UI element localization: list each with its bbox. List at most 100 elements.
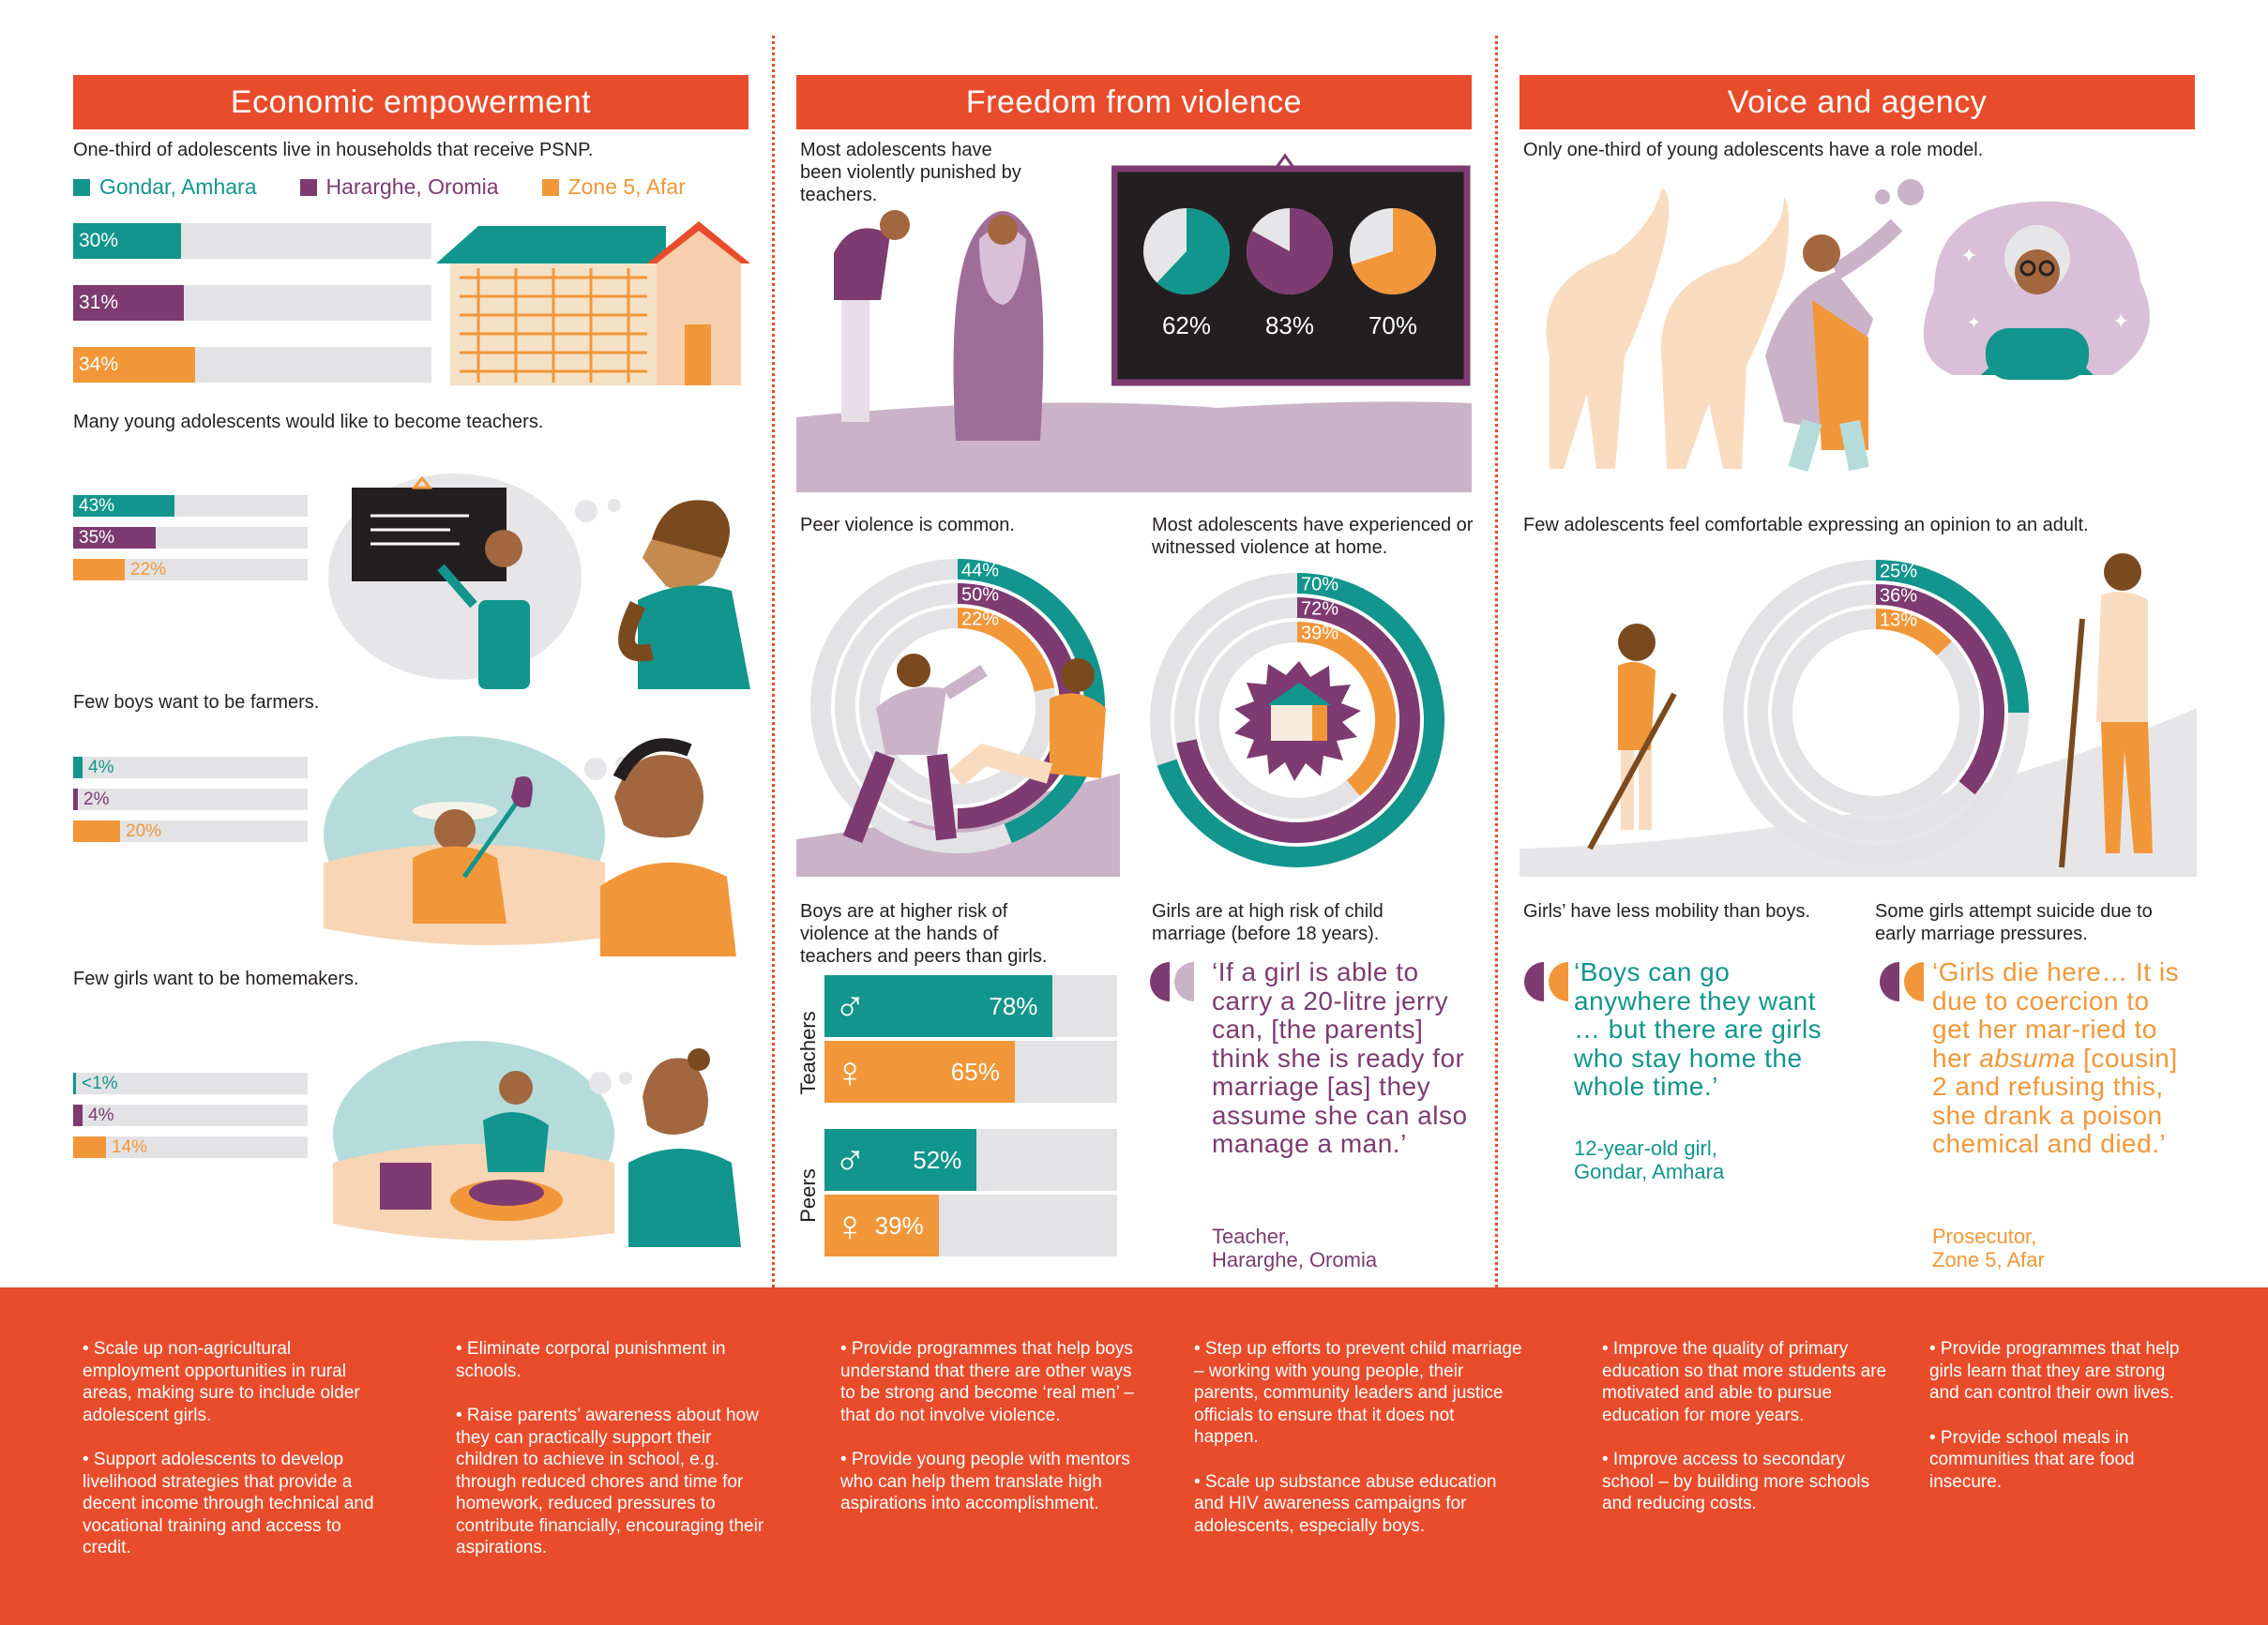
bar [824,975,1053,1037]
bar-track: 35% [73,527,308,549]
bar-value-label: 20% [126,820,162,841]
bar [824,1195,939,1256]
quote-attribution: Teacher, Hararghe, Oromia [1212,1225,1378,1271]
bar-value-label: 2% [83,789,110,809]
legend-item: Gondar, Amhara [73,174,257,200]
bar-track: 4% [73,757,308,778]
bar [73,495,174,517]
bar [73,757,83,778]
recommendation-column: • Eliminate corporal punishment in schoo… [456,1339,764,1557]
ring-arc [1875,609,1952,656]
bar-value-label: 4% [88,757,114,777]
bar [73,285,185,321]
ring-value-label: 39% [1301,624,1338,644]
child-marriage-caption: Girls are at high risk of child marriage… [1152,901,1383,944]
bar-track: 14% [73,1136,308,1158]
ring-arc [1296,622,1396,796]
quote-icon [1150,962,1194,1001]
psnp-bar-chart: 30% 31% 34% [73,223,431,384]
gender-risk-chart: Teachers Peers ♂ 78% ♀ 65% ♂ 52% ♀ 39% [796,975,1120,1256]
bar [73,789,78,810]
home-violence-caption: Most adolescents have experienced or wit… [1152,515,1474,558]
recommendation-column: • Provide programmes that help girls lea… [1929,1339,2180,1492]
teacher-punishment-caption: Most adolescents have been violently pun… [800,140,1021,205]
bar-value-label: 39% [874,1211,924,1240]
legend: Gondar, Amhara Hararghe, Oromia Zone 5, … [73,174,686,200]
section-header-violence: Freedom from violence [796,75,1472,129]
bar-value-label: 65% [950,1058,1000,1086]
bar-track: 22% [73,559,308,580]
bar-value-label: 35% [79,527,115,548]
bar-track: 2% [73,789,308,810]
opinion-ring-chart: 25% 36% 13% [1520,553,2197,877]
teachers-aspiration-bar-chart: 43% 35% 22% [73,495,308,580]
boy-with-stick-illustration [1587,624,1677,850]
bar-track: 30% [73,223,431,259]
column-divider [772,36,775,1287]
ring-value-label: 50% [961,585,999,606]
ring-value-label: 70% [1301,575,1338,595]
bar [73,527,156,549]
pie-value-label: 83% [1265,311,1314,339]
bar [824,1041,1015,1103]
recommendation-column: • Scale up non-agricultural employment o… [83,1339,374,1557]
home-violence-ring-chart: 70% 72% 39% [1150,573,1444,867]
farmers-bar-chart: 4% 2% 20% [73,757,308,842]
ring-arc [1157,573,1444,867]
recommendation-column: • Improve the quality of primary educati… [1602,1339,1887,1513]
gender-bars: ♂ 78% ♀ 65% ♂ 52% ♀ 39% [824,975,1117,1256]
bar [73,820,120,842]
bar [73,223,181,259]
female-symbol-icon: ♀ [834,1201,867,1250]
male-symbol-icon: ♂ [834,1136,867,1184]
bar-value-label: 52% [913,1146,962,1174]
recommendation-column: • Step up efforts to prevent child marri… [1194,1339,1522,1536]
farmer-illustration [324,736,736,956]
svg-text:✦: ✦ [1960,244,1977,267]
pie-slice [1247,208,1333,294]
ring-value-label: 36% [1880,586,1917,607]
section-header-economic: Economic empowerment [73,75,748,129]
house-illustration [436,221,750,385]
axis-label-teachers: Teachers [796,1011,820,1095]
svg-text:✦: ✦ [1967,313,1981,332]
ring-value-label: 13% [1880,610,1917,631]
recommendation-column: • Provide programmes that help boys unde… [840,1339,1134,1513]
homemakers-caption: Few girls want to be homemakers. [73,969,359,989]
homemaker-illustration [333,1041,741,1247]
role-model-illustration: ✦ ✦ ✦ [1546,179,2150,473]
bar-track: ♀ 65% [824,1041,1117,1103]
ring-arc [1875,584,2004,795]
pie-slice [1352,208,1436,294]
bar [73,559,125,580]
teacher-punishment-board: 62% 83% 70% [1111,153,1471,386]
pie-value-label: 70% [1368,311,1417,339]
bar-value-label: 43% [79,495,115,516]
bar-track: 4% [73,1105,308,1126]
homemakers-bar-chart: <1% 4% 14% [73,1073,308,1158]
quote-attribution: Prosecutor, Zone 5, Afar [1932,1225,2045,1271]
psnp-caption: One-third of adolescents live in househo… [73,140,594,160]
pie-value-label: 62% [1162,311,1211,339]
opinion-caption: Few adolescents feel comfortable express… [1523,515,2089,535]
bar-value-label: 4% [88,1105,114,1125]
bar [73,1105,83,1126]
bar-track: ♀ 39% [824,1195,1117,1256]
fighting-figures-illustration [842,654,1106,843]
quote-icon [1880,962,1924,1001]
legend-item: Hararghe, Oromia [299,174,499,200]
svg-text:✦: ✦ [2112,309,2129,333]
ring-value-label: 25% [1880,562,1917,582]
ring-arc [1176,597,1420,843]
section-header-voice: Voice and agency [1520,75,2195,129]
bar-track: ♂ 52% [824,1129,1117,1191]
man-with-staff-illustration [2059,553,2153,868]
bar-value-label: 14% [112,1136,148,1157]
mobility-quote: ‘Boys can go anywhere they want … but th… [1574,957,1822,1101]
ring-value-label: 44% [961,561,999,581]
bar [73,1073,76,1094]
bar-value-label: 22% [130,559,167,579]
mobility-caption: Girls’ have less mobility than boys. [1523,901,1811,922]
suicide-quote: ‘Girls die here… It is due to coercion t… [1932,957,2180,1158]
bar-track: 34% [73,347,431,383]
